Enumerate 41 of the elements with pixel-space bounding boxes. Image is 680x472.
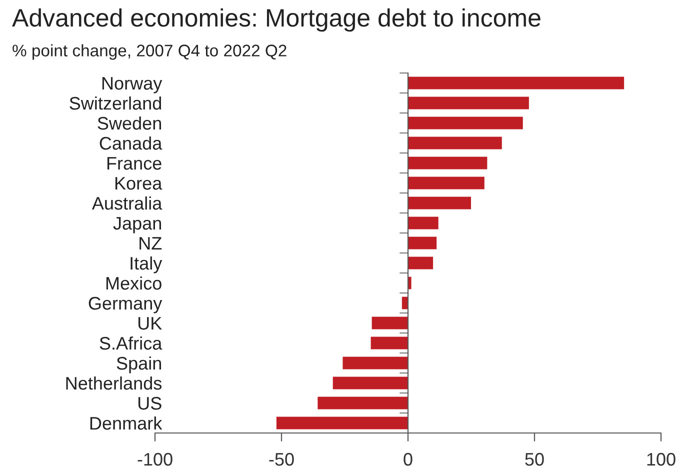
y-tick-label: Norway <box>102 77 162 94</box>
bar <box>342 356 408 370</box>
x-tick-label: 100 <box>647 452 676 466</box>
chart-title: Advanced economies: Mortgage debt to income <box>12 8 540 32</box>
y-tick-label: Italy <box>130 256 162 274</box>
bar <box>408 196 471 210</box>
y-tick-label: Australia <box>92 196 162 210</box>
y-tick-label: Sweden <box>98 116 161 130</box>
y-tick-label: S.Africa <box>100 336 162 350</box>
x-tick-label: -50 <box>269 452 294 466</box>
y-tick-label: France <box>107 157 162 170</box>
x-tick-label: 50 <box>525 452 544 466</box>
y-tick-label: Denmark <box>90 416 162 430</box>
bar <box>276 416 408 430</box>
bar <box>408 216 438 230</box>
y-tick-label: Netherlands <box>66 376 162 390</box>
bar <box>408 76 624 90</box>
y-tick-label: US <box>138 396 162 410</box>
bar <box>370 336 408 350</box>
bar <box>408 256 434 270</box>
x-tick-label: -100 <box>138 452 172 466</box>
y-tick-label: Germany <box>88 296 162 314</box>
bar <box>408 116 523 130</box>
y-tick-label: Japan <box>113 217 161 234</box>
bar <box>408 156 488 170</box>
x-tick-label: 0 <box>404 452 412 466</box>
y-tick-label: Canada <box>100 136 162 150</box>
bar <box>408 96 529 110</box>
bar <box>372 316 408 330</box>
bar <box>332 376 408 390</box>
y-tick-label: NZ <box>140 237 162 250</box>
y-tick-label: Mexico <box>106 276 162 290</box>
bar <box>408 136 502 150</box>
y-tick-label: Switzerland <box>70 96 162 110</box>
y-tick-label: UK <box>138 317 162 330</box>
bar <box>408 176 484 190</box>
y-tick-label: Korea <box>115 177 162 190</box>
bar <box>408 236 437 250</box>
y-tick-label: Spain <box>116 356 161 374</box>
chart-subtitle: % point change, 2007 Q4 to 2022 Q2 <box>12 44 286 60</box>
bar <box>318 396 408 410</box>
